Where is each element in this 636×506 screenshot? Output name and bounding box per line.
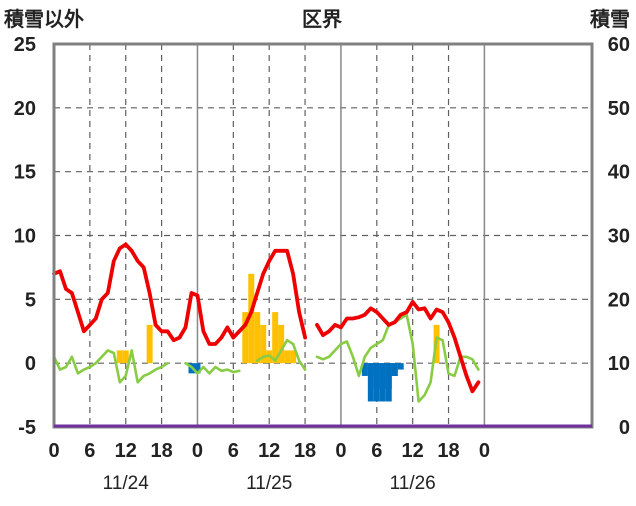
date-label: 11/25: [246, 473, 292, 494]
bar: [116, 350, 123, 364]
x-tick-label: 18: [294, 440, 316, 462]
x-tick-label: 12: [258, 440, 280, 462]
bar: [373, 363, 380, 389]
bar: [122, 350, 129, 364]
x-tick-label: 12: [402, 440, 424, 462]
bar: [260, 324, 267, 364]
date-label: 11/26: [390, 473, 436, 494]
left-y-tick-label: 0: [25, 353, 36, 375]
x-tick-label: 6: [84, 440, 95, 462]
bar: [290, 350, 297, 364]
green-series-line: [52, 313, 480, 403]
x-tick-label: 6: [228, 440, 239, 462]
bar: [272, 312, 279, 364]
bar: [379, 363, 386, 402]
bar: [194, 363, 201, 374]
station-title: 区界: [302, 8, 342, 31]
bar: [284, 350, 291, 364]
x-tick-label: 12: [115, 440, 137, 462]
bar: [361, 363, 368, 376]
right-y-tick-label: 30: [608, 226, 630, 248]
x-tick-label: 0: [335, 440, 346, 462]
right-y-tick-label: 20: [608, 289, 630, 311]
left-y-tick-label: 5: [25, 289, 36, 311]
bar: [146, 324, 153, 364]
x-tick-label: 18: [150, 440, 172, 462]
left-y-tick-label: -5: [18, 417, 36, 439]
date-label: 11/24: [103, 473, 150, 494]
left-y-tick-label: 20: [14, 98, 36, 120]
bar: [242, 312, 249, 364]
x-tick-label: 0: [192, 440, 203, 462]
red-series-line: [52, 242, 481, 394]
bar: [397, 363, 404, 370]
left-y-tick-label: 15: [14, 162, 36, 184]
x-tick-label: 6: [371, 440, 382, 462]
bar: [385, 363, 392, 389]
x-tick-label: 0: [479, 440, 490, 462]
left-y-tick-label: 25: [14, 34, 36, 56]
x-tick-label: 18: [437, 440, 459, 462]
left-y-tick-label: 10: [14, 226, 36, 248]
right-y-tick-label: 0: [619, 417, 630, 439]
bar: [367, 363, 374, 402]
left-axis-title: 積雪以外: [4, 7, 84, 31]
right-y-tick-label: 50: [608, 98, 630, 120]
line-series: [52, 242, 481, 403]
x-tick-label: 0: [48, 440, 59, 462]
bar: [391, 363, 398, 376]
bar: [254, 312, 261, 364]
bar: [248, 273, 255, 364]
right-y-tick-label: 40: [608, 162, 630, 184]
right-y-tick-label: 10: [608, 353, 630, 375]
right-axis-title: 積雪: [590, 8, 630, 31]
bar: [278, 324, 285, 364]
right-y-tick-label: 60: [608, 34, 630, 56]
